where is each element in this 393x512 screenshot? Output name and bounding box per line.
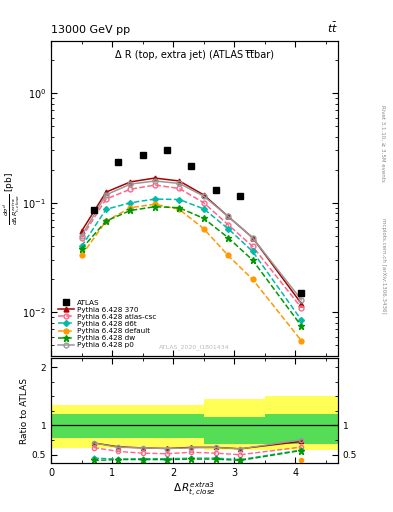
Pythia 6.428 p0 xyxy=(152,178,157,184)
Pythia 6.428 dw xyxy=(152,204,157,210)
Pythia 6.428 default xyxy=(177,206,182,212)
Bar xyxy=(51,414,143,438)
Pythia 6.428 dw xyxy=(128,207,133,214)
Bar xyxy=(143,405,204,447)
Pythia 6.428 dw xyxy=(79,246,84,252)
Pythia 6.428 d6t xyxy=(299,317,304,323)
Pythia 6.428 370 xyxy=(104,189,108,195)
Bar xyxy=(265,396,338,450)
Pythia 6.428 d6t xyxy=(201,206,206,212)
Pythia 6.428 atlas-csc xyxy=(128,186,133,192)
Pythia 6.428 p0 xyxy=(128,181,133,187)
Line: Pythia 6.428 d6t: Pythia 6.428 d6t xyxy=(79,197,303,322)
Pythia 6.428 atlas-csc xyxy=(250,243,255,249)
Pythia 6.428 p0 xyxy=(250,234,255,241)
Line: Pythia 6.428 atlas-csc: Pythia 6.428 atlas-csc xyxy=(79,183,304,310)
Y-axis label: Ratio to ATLAS: Ratio to ATLAS xyxy=(20,378,29,444)
Pythia 6.428 default xyxy=(201,226,206,232)
Pythia 6.428 p0 xyxy=(177,180,182,186)
Pythia 6.428 d6t xyxy=(79,243,84,249)
Bar xyxy=(265,414,338,444)
ATLAS xyxy=(116,159,121,165)
ATLAS xyxy=(213,187,218,194)
Pythia 6.428 default xyxy=(152,201,157,207)
X-axis label: $\Delta\,R_{t,close}^{extra3}$: $\Delta\,R_{t,close}^{extra3}$ xyxy=(173,481,216,499)
Pythia 6.428 370 xyxy=(201,192,206,198)
Pythia 6.428 atlas-csc xyxy=(226,222,230,228)
Bar xyxy=(143,414,204,438)
Pythia 6.428 d6t xyxy=(104,206,108,212)
Pythia 6.428 d6t xyxy=(177,197,182,203)
Pythia 6.428 atlas-csc xyxy=(299,305,304,311)
Pythia 6.428 dw xyxy=(177,205,182,211)
Pythia 6.428 default xyxy=(104,218,108,224)
Line: ATLAS: ATLAS xyxy=(91,146,305,296)
Pythia 6.428 370 xyxy=(128,179,133,185)
Pythia 6.428 d6t xyxy=(250,248,255,254)
Pythia 6.428 p0 xyxy=(201,193,206,199)
ATLAS xyxy=(140,152,145,158)
Pythia 6.428 p0 xyxy=(299,297,304,303)
Pythia 6.428 d6t xyxy=(226,226,230,232)
Line: Pythia 6.428 default: Pythia 6.428 default xyxy=(79,202,304,343)
Pythia 6.428 d6t xyxy=(128,200,133,206)
Pythia 6.428 default xyxy=(250,276,255,282)
Pythia 6.428 dw xyxy=(201,215,206,221)
Pythia 6.428 p0 xyxy=(226,214,230,220)
Pythia 6.428 370 xyxy=(79,228,84,234)
Pythia 6.428 default xyxy=(79,252,84,259)
Pythia 6.428 370 xyxy=(152,175,157,181)
Pythia 6.428 default xyxy=(226,252,230,259)
Text: ATLAS_2020_I1801434: ATLAS_2020_I1801434 xyxy=(159,344,230,350)
Pythia 6.428 d6t xyxy=(152,196,157,202)
ATLAS xyxy=(92,207,96,214)
Pythia 6.428 370 xyxy=(177,178,182,184)
Text: mcplots.cern.ch [arXiv:1306.3436]: mcplots.cern.ch [arXiv:1306.3436] xyxy=(381,219,386,314)
Pythia 6.428 dw xyxy=(104,218,108,224)
Text: Rivet 3.1.10, ≥ 3.5M events: Rivet 3.1.10, ≥ 3.5M events xyxy=(381,105,386,182)
Pythia 6.428 p0 xyxy=(79,232,84,239)
Pythia 6.428 atlas-csc xyxy=(177,185,182,191)
ATLAS xyxy=(165,146,169,153)
Y-axis label: $\frac{d\sigma^d}{d\Delta\,R_{t,close}^{extra}}$ [pb]: $\frac{d\sigma^d}{d\Delta\,R_{t,close}^{… xyxy=(1,172,21,225)
Text: 13000 GeV pp: 13000 GeV pp xyxy=(51,25,130,35)
Pythia 6.428 dw xyxy=(250,257,255,263)
Bar xyxy=(204,417,265,444)
Line: Pythia 6.428 p0: Pythia 6.428 p0 xyxy=(79,179,304,302)
Bar xyxy=(204,399,265,450)
ATLAS xyxy=(299,290,304,296)
Legend: ATLAS, Pythia 6.428 370, Pythia 6.428 atlas-csc, Pythia 6.428 d6t, Pythia 6.428 : ATLAS, Pythia 6.428 370, Pythia 6.428 at… xyxy=(57,298,157,349)
Pythia 6.428 atlas-csc xyxy=(79,234,84,241)
Pythia 6.428 atlas-csc xyxy=(104,196,108,202)
Pythia 6.428 dw xyxy=(299,323,304,329)
Text: Δ R (top, extra jet) (ATLAS t̅t̅bar): Δ R (top, extra jet) (ATLAS t̅t̅bar) xyxy=(115,50,274,60)
Pythia 6.428 p0 xyxy=(104,192,108,198)
ATLAS xyxy=(189,163,194,169)
Pythia 6.428 atlas-csc xyxy=(201,200,206,206)
Pythia 6.428 default xyxy=(299,337,304,344)
Bar xyxy=(51,405,143,447)
Pythia 6.428 370 xyxy=(250,234,255,241)
Pythia 6.428 370 xyxy=(299,301,304,307)
Text: $t\bar{t}$: $t\bar{t}$ xyxy=(327,20,338,35)
Pythia 6.428 default xyxy=(128,205,133,211)
Line: Pythia 6.428 370: Pythia 6.428 370 xyxy=(79,176,304,306)
Pythia 6.428 370 xyxy=(226,214,230,220)
Pythia 6.428 atlas-csc xyxy=(152,182,157,188)
ATLAS xyxy=(238,193,242,199)
Pythia 6.428 dw xyxy=(226,234,230,241)
Line: Pythia 6.428 dw: Pythia 6.428 dw xyxy=(78,203,305,329)
